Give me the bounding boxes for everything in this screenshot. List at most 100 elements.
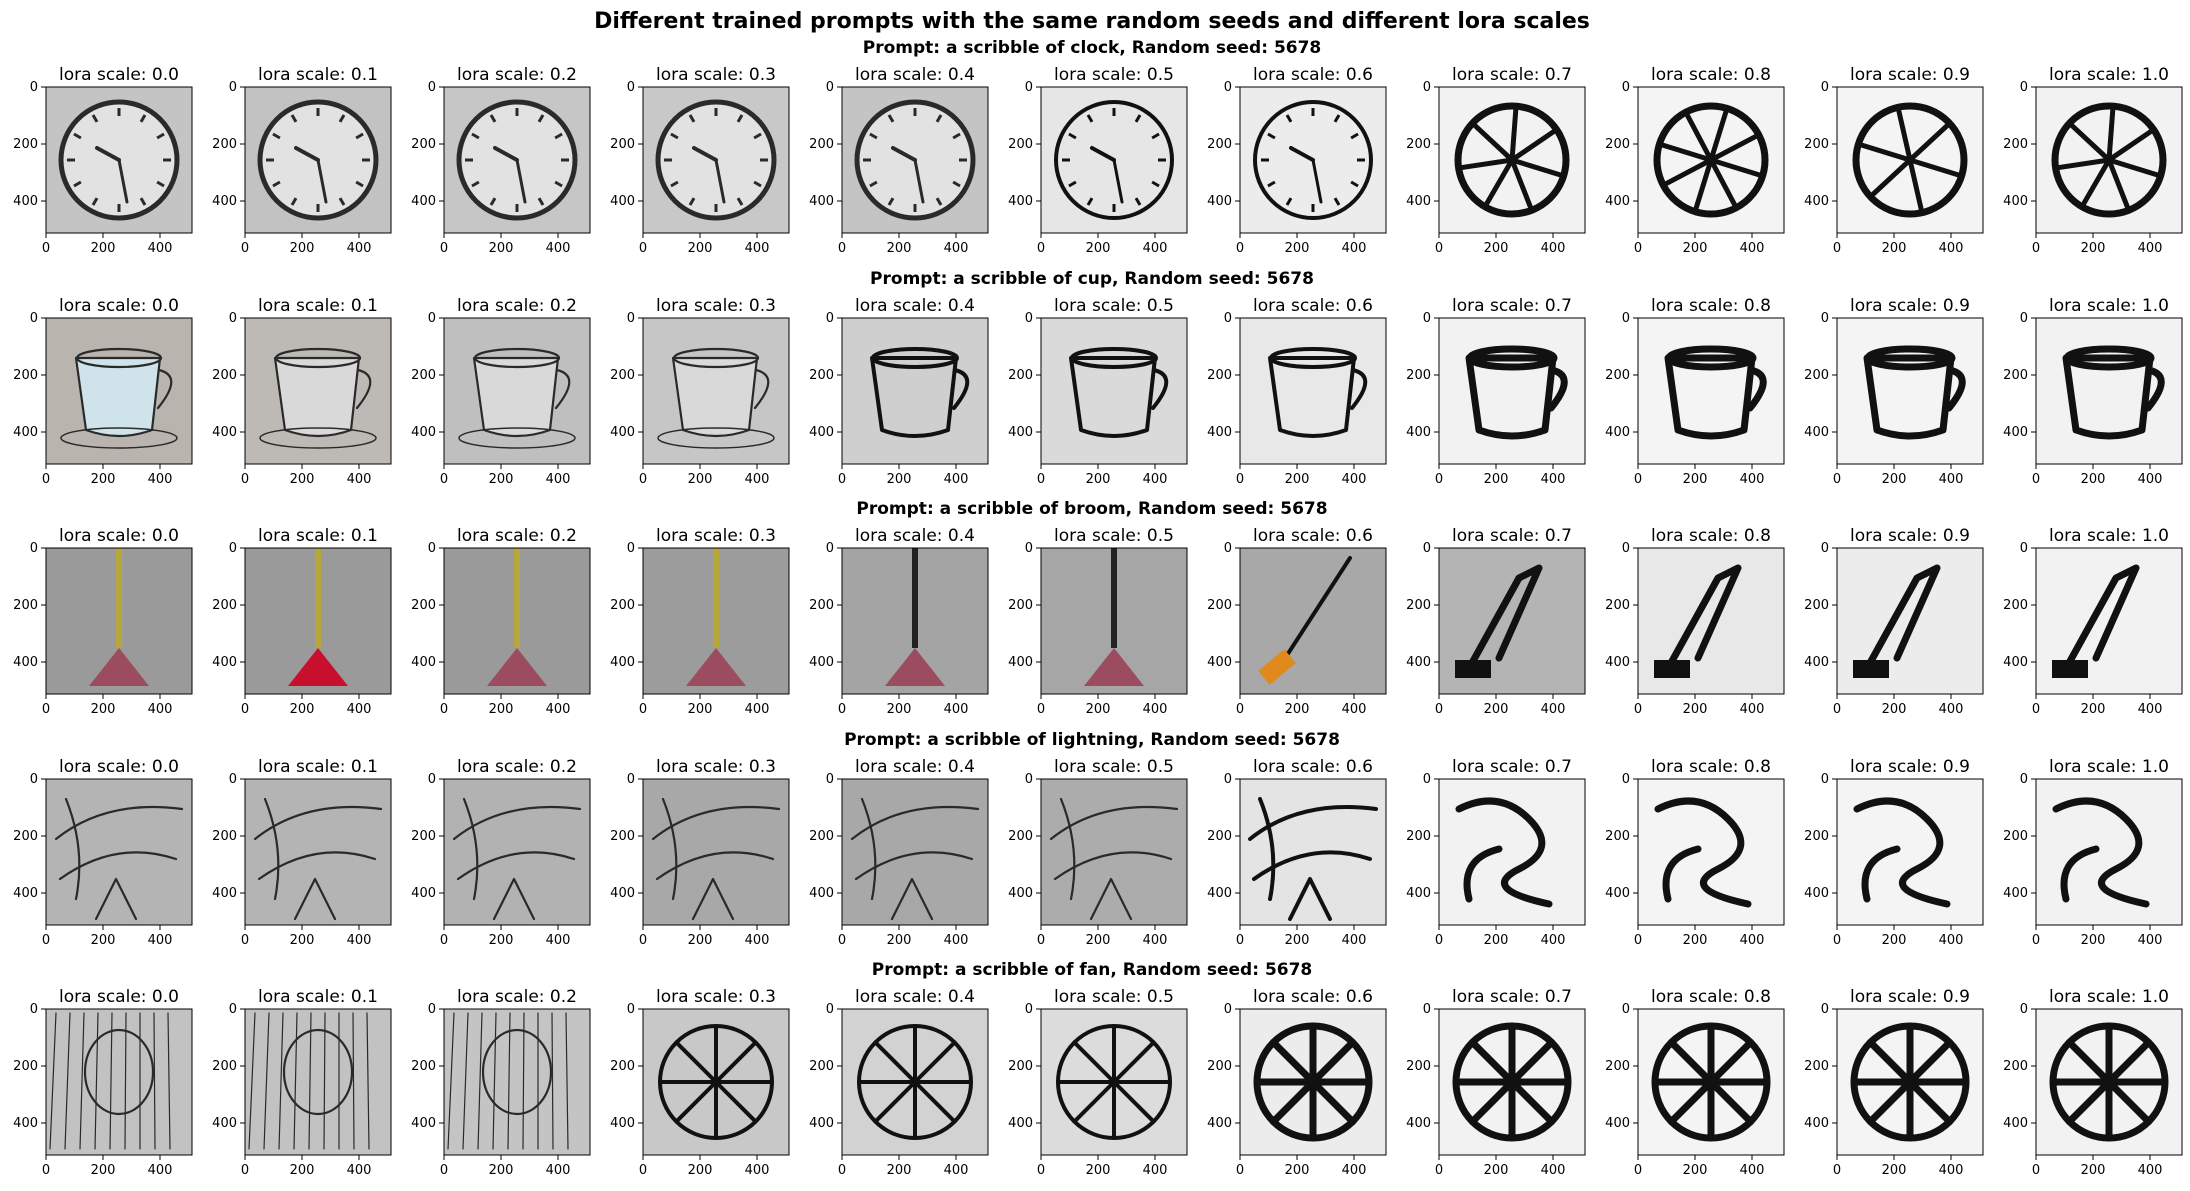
broom-handle-shape <box>713 548 719 648</box>
broom-head-shape <box>1654 660 1690 678</box>
panel-frame <box>642 317 790 465</box>
clock-spoke <box>2106 157 2160 178</box>
y-tick-label: 0 <box>826 541 834 556</box>
x-tick-label: 0 <box>440 241 448 256</box>
panel-frame <box>45 778 193 926</box>
broom-head-shape <box>1455 660 1491 678</box>
lightning-stroke <box>2060 845 2100 903</box>
fan-drawn-image <box>658 1024 774 1140</box>
fan-blade-stroke <box>913 1040 957 1084</box>
clock-spoke <box>1896 108 1913 163</box>
x-tick-label: 0 <box>1833 702 1841 717</box>
lightning-stroke <box>854 851 974 881</box>
panel-frame <box>1836 317 1984 465</box>
panel-frame <box>1438 317 1586 465</box>
panel-lora-scale-title: lora scale: 1.0 <box>2049 296 2169 316</box>
y-tick-label: 200 <box>1406 1059 1431 1074</box>
clock-drawn-image <box>1054 100 1174 220</box>
x-tick-label: 0 <box>1833 1163 1841 1178</box>
broom-drawn-image <box>1258 556 1352 685</box>
lightning-stroke <box>661 797 678 901</box>
y-tick-label: 200 <box>1605 137 1630 152</box>
y-tick-label: 0 <box>2020 772 2028 787</box>
fan-blade-stroke <box>1309 1078 1357 1126</box>
panel-lora-scale-title: lora scale: 0.9 <box>1850 65 1970 85</box>
x-tick-label: 200 <box>2081 241 2106 256</box>
clock-spoke <box>2081 157 2112 206</box>
x-tick-label: 200 <box>489 241 514 256</box>
x-tick-label: 0 <box>241 241 249 256</box>
y-tick-label: 0 <box>1025 772 1033 787</box>
panel-frame <box>2035 778 2183 926</box>
fan-blocky-image <box>1452 1022 1572 1142</box>
panel-lora-scale-title: lora scale: 0.9 <box>1850 987 1970 1007</box>
x-tick-label: 400 <box>2138 1163 2163 1178</box>
y-tick-label: 400 <box>1207 655 1232 670</box>
x-tick-label: 400 <box>1342 472 1367 487</box>
x-tick-label: 0 <box>639 702 647 717</box>
y-tick-label: 400 <box>13 655 38 670</box>
clock-tick-mark <box>935 197 943 206</box>
figure-title: Different trained prompts with the same … <box>594 9 1590 34</box>
x-tick-label: 0 <box>1634 472 1642 487</box>
lightning-stroke <box>655 851 775 881</box>
x-tick-label: 400 <box>745 241 770 256</box>
cup-handle-shape <box>952 368 970 410</box>
image-panel: lora scale: 0.5 0 200 400 0 200 400 <box>1008 757 1188 948</box>
lightning-stroke <box>58 851 178 881</box>
panel-frame <box>1438 1008 1586 1156</box>
cup-rim-shape <box>672 347 760 369</box>
lightning-stroke <box>2052 797 2150 908</box>
y-tick-label: 0 <box>1821 1002 1829 1017</box>
broom-head-shape <box>288 648 348 686</box>
cup-blocky-image <box>1863 345 1966 440</box>
lightning-photo-image <box>1049 797 1179 921</box>
image-panel: lora scale: 0.6 0 200 400 0 200 400 <box>1207 65 1387 256</box>
image-panel: lora scale: 0.7 0 200 400 0 200 400 <box>1406 987 1586 1178</box>
x-tick-label: 400 <box>1740 702 1765 717</box>
clock-tick-mark <box>736 114 744 123</box>
broom-handle-shape <box>116 548 122 648</box>
image-panel: lora scale: 0.5 0 200 400 0 200 400 <box>1008 526 1188 717</box>
y-tick-label: 400 <box>1804 655 1829 670</box>
cup-body-shape <box>1268 356 1356 438</box>
panel-lora-scale-title: lora scale: 0.2 <box>457 296 577 316</box>
y-tick-label: 0 <box>1622 772 1630 787</box>
image-panel: lora scale: 0.1 0 200 400 0 200 400 <box>212 757 392 948</box>
y-tick-label: 0 <box>30 541 38 556</box>
y-tick-label: 200 <box>610 137 635 152</box>
x-tick-label: 200 <box>1484 702 1509 717</box>
panel-frame <box>1836 547 1984 695</box>
panel-lora-scale-title: lora scale: 0.6 <box>1253 526 1373 546</box>
y-tick-label: 400 <box>2003 1116 2028 1131</box>
broom-photo-image <box>487 548 547 686</box>
x-tick-label: 400 <box>1939 702 1964 717</box>
y-tick-label: 200 <box>2003 137 2028 152</box>
broom-head-shape <box>686 648 746 686</box>
panel-lora-scale-title: lora scale: 0.6 <box>1253 65 1373 85</box>
clock-tick-mark <box>952 180 961 188</box>
fan-photo-image <box>447 1012 569 1150</box>
fan-blade-stroke <box>1468 1038 1516 1086</box>
y-tick-label: 0 <box>30 80 38 95</box>
x-tick-label: 200 <box>1882 702 1907 717</box>
cup-handle-shape <box>355 368 372 410</box>
image-panel: lora scale: 0.4 0 200 400 0 200 400 <box>809 526 989 717</box>
clock-tick-mark <box>1068 180 1077 188</box>
panel-lora-scale-title: lora scale: 0.9 <box>1850 296 1970 316</box>
y-tick-label: 200 <box>13 598 38 613</box>
panel-frame <box>1040 1008 1188 1156</box>
y-tick-label: 0 <box>1423 1002 1431 1017</box>
panel-frame <box>1438 778 1586 926</box>
cup-rim-shape <box>473 347 561 369</box>
y-tick-label: 0 <box>428 541 436 556</box>
x-tick-label: 0 <box>838 241 846 256</box>
y-tick-label: 200 <box>212 368 237 383</box>
fan-blade-stroke <box>674 1040 718 1084</box>
x-tick-label: 400 <box>148 702 173 717</box>
y-tick-label: 0 <box>229 1002 237 1017</box>
fan-sketch-hair-stroke <box>308 1012 312 1150</box>
y-tick-label: 400 <box>212 1116 237 1131</box>
y-tick-label: 400 <box>1406 655 1431 670</box>
